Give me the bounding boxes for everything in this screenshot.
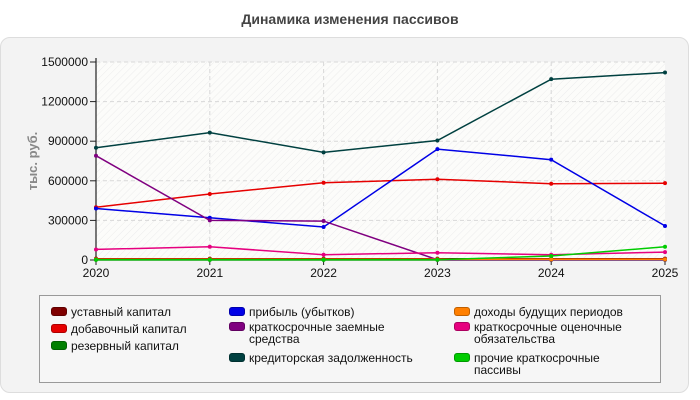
x-tick-label: 2023: [424, 266, 451, 280]
plot-area: [96, 62, 665, 260]
legend-swatch: [454, 307, 470, 316]
data-point: [321, 150, 326, 155]
legend-item-prochie: прочие краткосрочные пассивы: [454, 352, 639, 376]
legend-swatch: [229, 322, 245, 331]
legend-item-kreditorskaya: кредиторская задолженность: [229, 352, 449, 364]
y-tick-label: 1500000: [41, 55, 88, 69]
legend-item-ocenochnye: краткосрочные оценочные обязательства: [454, 321, 639, 345]
data-point: [435, 147, 440, 152]
data-point: [435, 250, 440, 255]
data-point: [663, 70, 667, 75]
data-point: [435, 138, 440, 143]
data-point: [663, 181, 667, 186]
series-line: [95, 178, 666, 208]
legend-item-dohody: доходы будущих периодов: [454, 306, 654, 318]
y-tick-label: 600000: [48, 174, 88, 188]
data-point: [94, 153, 98, 158]
data-point: [663, 223, 667, 228]
data-point: [321, 219, 326, 224]
legend-swatch: [229, 307, 245, 316]
legend-label: краткосрочные заемные средства: [249, 320, 385, 346]
data-point: [207, 244, 212, 249]
x-tick-label: 2024: [538, 266, 565, 280]
x-tick-label: 2022: [310, 266, 337, 280]
data-point: [663, 257, 667, 262]
data-point: [207, 218, 212, 223]
series-line: [95, 148, 666, 228]
legend-label: доходы будущих периодов: [474, 305, 623, 319]
legend-label: резервный капитал: [71, 339, 179, 353]
data-point: [435, 177, 440, 182]
y-tick-label: 0: [81, 253, 88, 267]
legend-label: уставный капитал: [71, 305, 171, 319]
legend-label: кредиторская задолженность: [249, 351, 413, 365]
data-point: [663, 250, 667, 255]
data-point: [321, 257, 326, 262]
legend-swatch: [51, 307, 67, 316]
legend-item-rezervnyi: резервный капитал: [51, 340, 179, 352]
series-line: [95, 71, 666, 154]
data-point: [321, 252, 326, 257]
legend-label: добавочный капитал: [71, 322, 187, 336]
y-tick-label: 900000: [48, 134, 88, 148]
y-tick-label: 300000: [48, 213, 88, 227]
x-tick-label: 2020: [83, 266, 110, 280]
legend-item-ustavnyi: уставный капитал: [51, 306, 171, 318]
data-point: [549, 181, 554, 186]
series-line: [96, 246, 666, 261]
legend-label: прибыль (убытков): [249, 305, 355, 319]
data-point: [207, 130, 212, 135]
data-point: [94, 206, 98, 211]
legend-label: краткосрочные оценочные обязательства: [474, 320, 622, 346]
y-tick-label: 1200000: [41, 95, 88, 109]
legend-label: прочие краткосрочные пассивы: [474, 351, 600, 377]
x-tick-label: 2021: [196, 266, 223, 280]
data-point: [207, 257, 212, 262]
legend: уставный капитал добавочный капитал резе…: [39, 295, 661, 383]
legend-swatch: [229, 353, 245, 362]
y-axis-title: тыс. руб.: [25, 132, 40, 191]
legend-item-dobavochnyi: добавочный капитал: [51, 323, 187, 335]
legend-swatch: [51, 324, 67, 333]
data-point: [549, 157, 554, 162]
data-point: [549, 77, 554, 82]
data-point: [663, 244, 667, 249]
data-point: [435, 257, 440, 262]
x-tick-label: 2025: [652, 266, 679, 280]
legend-swatch: [51, 341, 67, 350]
data-point: [94, 247, 98, 252]
data-point: [94, 145, 98, 150]
data-point: [549, 257, 554, 262]
legend-swatch: [454, 353, 470, 362]
legend-swatch: [454, 322, 470, 331]
data-point: [321, 180, 326, 185]
data-point: [94, 257, 98, 262]
data-point: [207, 192, 212, 196]
chart-title: Динамика изменения пассивов: [241, 11, 459, 27]
legend-item-zaemnye: краткосрочные заемные средства: [229, 321, 407, 345]
data-point: [321, 225, 326, 229]
data-point: [549, 254, 554, 259]
legend-item-pribyl: прибыль (убытков): [229, 306, 414, 318]
